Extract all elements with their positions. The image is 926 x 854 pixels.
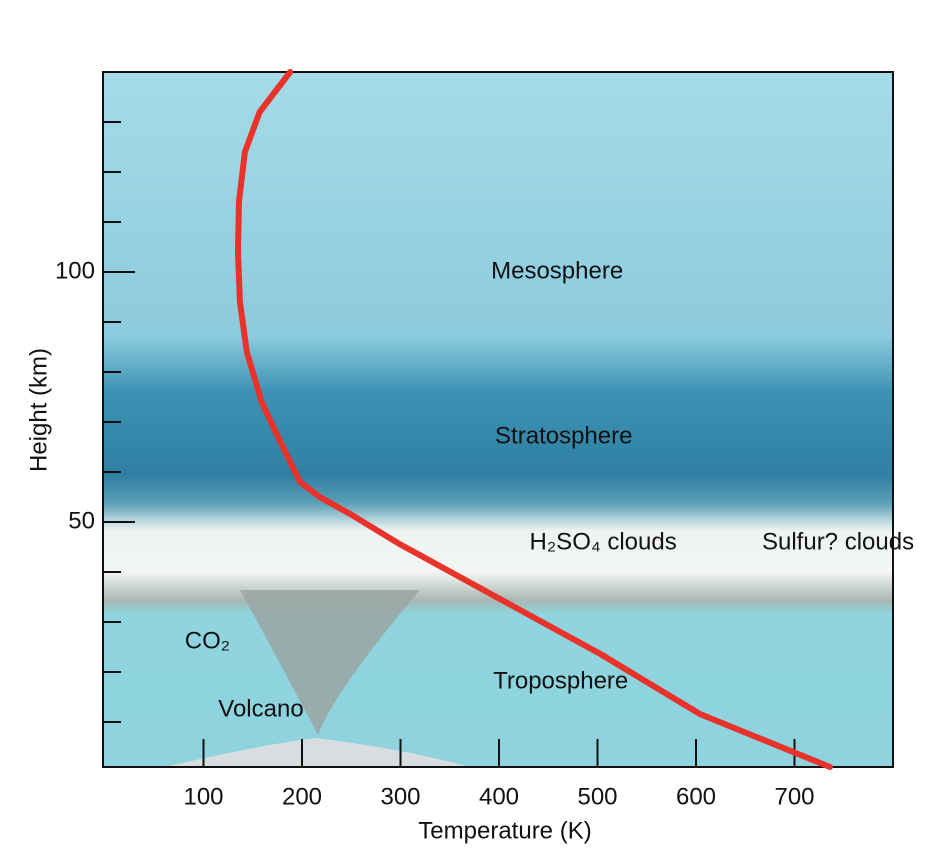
volcano (165, 738, 470, 767)
region-label: Stratosphere (495, 422, 632, 449)
region-label: Troposphere (493, 667, 628, 694)
region-label: Mesosphere (491, 257, 623, 284)
x-tick-label: 600 (676, 783, 716, 810)
y-tick-label: 100 (55, 257, 95, 284)
region-label: H₂SO₄ clouds (530, 528, 677, 555)
x-axis-title: Temperature (K) (418, 817, 591, 844)
x-tick-label: 400 (479, 783, 519, 810)
x-tick-label: 500 (577, 783, 617, 810)
atmosphere-background (103, 72, 893, 767)
region-label: Sulfur? clouds (762, 528, 914, 555)
temperature-profile (234, 69, 833, 770)
x-tick-label: 100 (183, 783, 223, 810)
x-tick-label: 200 (282, 783, 322, 810)
y-axis-title: Height (km) (25, 348, 52, 472)
region-label: CO₂ (185, 627, 230, 654)
volcano-plume (240, 590, 420, 735)
y-tick-label: 50 (68, 507, 95, 534)
x-tick-label: 700 (774, 783, 814, 810)
region-label: Volcano (218, 695, 303, 722)
x-tick-label: 300 (380, 783, 420, 810)
